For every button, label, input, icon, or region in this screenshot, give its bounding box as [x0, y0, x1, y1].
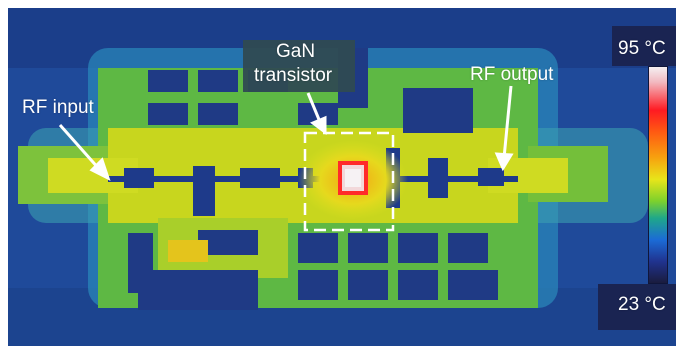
- scale-min-label: 23 °C: [618, 294, 666, 315]
- scale-min-background: [598, 284, 676, 330]
- gan-label-line2: transistor: [254, 65, 333, 86]
- gan-label-background: [243, 40, 355, 92]
- thermal-scene: [8, 8, 676, 346]
- scale-max-background: [612, 26, 676, 66]
- scale-max-label: 95 °C: [618, 38, 666, 59]
- thermal-image: [8, 8, 676, 346]
- transistor-highlight-box: [303, 131, 395, 232]
- rf-output-label: RF output: [470, 64, 554, 85]
- gan-label-line1: GaN: [276, 41, 316, 62]
- annotation-arrows: [58, 85, 514, 181]
- rf-input-label: RF input: [22, 97, 94, 118]
- temperature-colorbar: [648, 66, 668, 284]
